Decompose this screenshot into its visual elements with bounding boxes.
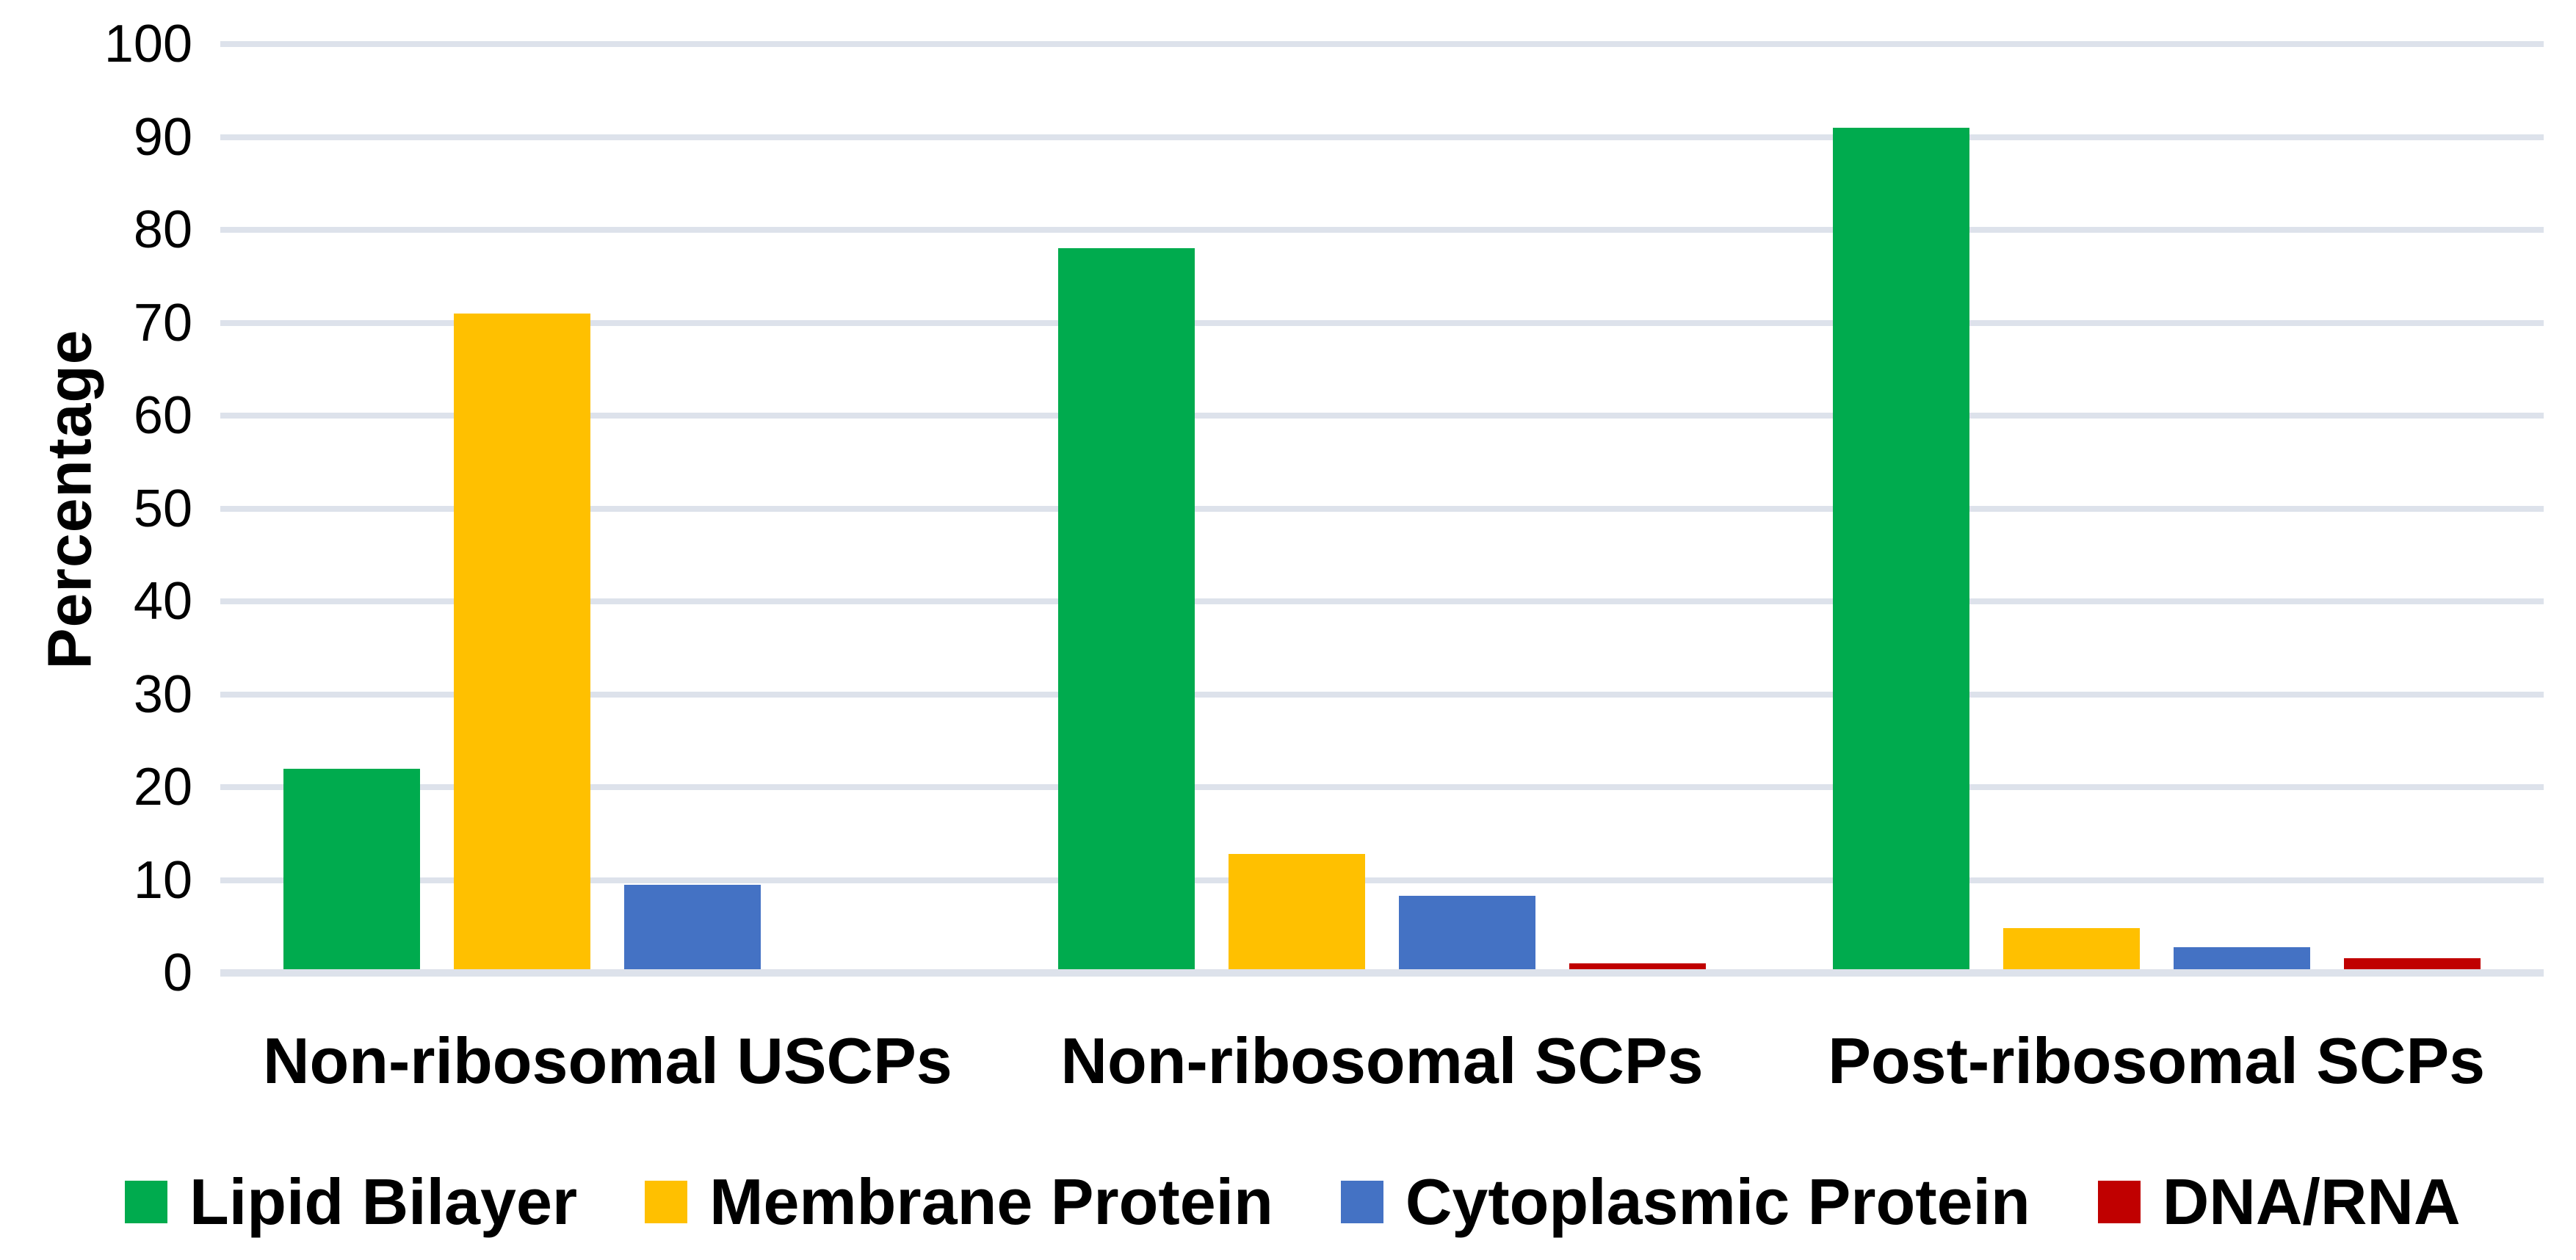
gridline-90 [220,134,2544,140]
legend-label-membrane-protein: Membrane Protein [709,1165,1273,1238]
gridline-100 [220,41,2544,47]
y-tick-label-80: 80 [133,200,192,259]
plot-area [220,41,2544,977]
bar-membrane-protein-non-ribosomal-scps [1229,854,1365,973]
y-tick-label-70: 70 [133,293,192,352]
gridline-60 [220,413,2544,419]
legend-swatch-lipid-bilayer [125,1181,167,1223]
y-tick-label-30: 30 [133,665,192,724]
y-tick-label-60: 60 [133,386,192,445]
y-tick-label-0: 0 [162,944,192,1002]
legend-item-membrane-protein: Membrane Protein [645,1170,1273,1234]
x-axis-category-labels: Non-ribosomal USCPs Non-ribosomal SCPs Pos… [220,1022,2544,1100]
x-axis-line [220,969,2544,977]
legend-item-lipid-bilayer: Lipid Bilayer [125,1170,577,1234]
bar-cytoplasmic-protein-post-ribosomal-scps [2173,946,2310,973]
bar-group-post-ribosomal-scps [1769,44,2544,973]
gridline-70 [220,319,2544,326]
legend-label-lipid-bilayer: Lipid Bilayer [189,1165,578,1238]
gridline-10 [220,877,2544,883]
bar-lipid-bilayer-non-ribosomal-scps [1058,248,1195,973]
category-label-non-ribosomal-scps: Non-ribosomal SCPs [1060,1024,1704,1097]
bar-lipid-bilayer-non-ribosomal-uscps [283,768,421,973]
bar-membrane-protein-non-ribosomal-uscps [454,313,591,973]
gridline-50 [220,505,2544,512]
legend-swatch-cytoplasmic-protein [1340,1181,1383,1223]
legend-swatch-membrane-protein [645,1181,688,1223]
y-tick-label-50: 50 [133,479,192,538]
bar-dna-rna-post-ribosomal-scps [2343,957,2481,973]
gridline-30 [220,691,2544,698]
bar-groups [220,44,2544,973]
y-tick-label-40: 40 [133,572,192,631]
bar-group-non-ribosomal-uscps [220,44,995,973]
category-label-non-ribosomal-uscps: Non-ribosomal USCPs [262,1024,952,1097]
y-tick-label-10: 10 [133,850,192,910]
gridline-80 [220,227,2544,233]
y-tick-label-90: 90 [133,107,192,167]
legend-swatch-dna-rna [2097,1181,2141,1223]
bar-cytoplasmic-protein-non-ribosomal-uscps [624,884,761,973]
bar-group-non-ribosomal-scps [995,44,1770,973]
y-axis-tick-labels: 0 10 20 30 40 50 60 70 80 90 100 [0,18,192,999]
legend-label-cytoplasmic-protein: Cytoplasmic Protein [1405,1165,2030,1238]
bar-cytoplasmic-protein-non-ribosomal-scps [1399,896,1535,973]
y-tick-label-100: 100 [104,15,192,73]
legend: Lipid Bilayer Membrane Protein Cytoplasmic… [125,1154,2461,1250]
bar-lipid-bilayer-post-ribosomal-scps [1832,127,1969,973]
gridline-20 [220,784,2544,790]
legend-item-cytoplasmic-protein: Cytoplasmic Protein [1340,1165,2030,1238]
legend-item-dna-rna: DNA/RNA [2097,1165,2461,1238]
y-tick-label-20: 20 [133,758,192,817]
gridline-40 [220,598,2544,604]
category-label-post-ribosomal-scps: Post-ribosomal SCPs [1828,1024,2486,1097]
bar-membrane-protein-post-ribosomal-scps [2002,928,2140,973]
legend-label-dna-rna: DNA/RNA [2162,1165,2461,1238]
